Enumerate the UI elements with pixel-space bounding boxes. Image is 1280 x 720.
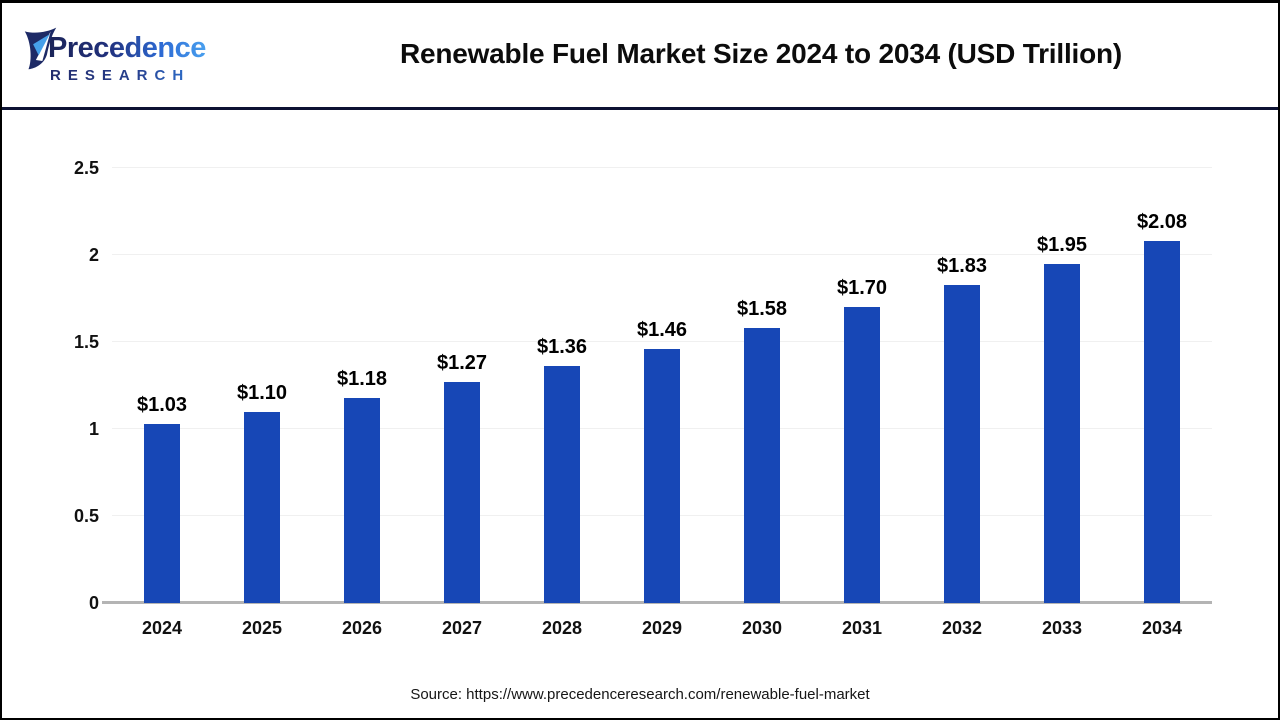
logo-subtitle: RESEARCH — [50, 68, 206, 83]
bar-value-label: $1.18 — [336, 367, 388, 390]
bar-chart: 0 0.5 1 1.5 2 2.5 $1.03 $1.10 $1.18 $1.27 $1.36 $1.… — [74, 142, 1212, 639]
bar-slot: $1.27 — [412, 142, 512, 603]
x-tick-label: 2026 — [341, 618, 383, 638]
gridline — [112, 254, 1212, 255]
logo-text: Precedence RESEARCH — [48, 32, 206, 84]
x-tick-label: 2032 — [941, 618, 983, 638]
y-tick-label: 1.5 — [73, 332, 99, 352]
bar — [544, 366, 580, 603]
bar-value-label: $1.70 — [836, 277, 888, 300]
y-tick-label: 1 — [88, 419, 99, 439]
source-text: Source: https://www.precedenceresearch.c… — [410, 686, 870, 703]
x-tick-label: 2029 — [641, 618, 683, 638]
bar-value-label: $1.10 — [236, 381, 288, 404]
x-tick-label: 2025 — [241, 618, 283, 638]
footer: Source: https://www.precedenceresearch.c… — [2, 686, 1278, 703]
plot-area: 0 0.5 1 1.5 2 2.5 $1.03 $1.10 $1.18 $1.27 $1.36 $1.… — [74, 142, 1212, 612]
bar — [644, 348, 680, 603]
bar — [944, 284, 980, 603]
bar-slot: $1.10 — [212, 142, 312, 603]
bar — [344, 397, 380, 603]
bar-value-label: $1.36 — [536, 336, 588, 359]
x-tick-label: 2027 — [441, 618, 483, 638]
gridline — [112, 341, 1212, 342]
bar — [144, 423, 180, 603]
logo-wordmark: Precedence — [48, 32, 206, 64]
bar-value-label: $1.27 — [436, 352, 488, 375]
bar — [444, 382, 480, 603]
y-tick-label: 0 — [88, 593, 99, 613]
gridline — [112, 167, 1212, 168]
bar — [1144, 241, 1180, 603]
bar-slot: $1.46 — [612, 142, 712, 603]
x-tick-label: 2031 — [841, 618, 883, 638]
bar-value-label: $1.03 — [136, 393, 188, 416]
bar — [244, 411, 280, 603]
header: Precedence RESEARCH Renewable Fuel Marke… — [2, 3, 1278, 105]
x-tick-label: 2030 — [741, 618, 783, 638]
x-axis-labels: 2024 2025 2026 2027 2028 2029 2030 2031 2032 2033… — [112, 618, 1212, 639]
bar-slot: $1.18 — [312, 142, 412, 603]
precedence-research-logo: Precedence RESEARCH — [2, 25, 254, 83]
bar-slot: $1.36 — [512, 142, 612, 603]
bar — [844, 307, 880, 603]
bar-value-label: $2.08 — [1136, 211, 1188, 234]
y-tick-label: 0.5 — [73, 506, 99, 526]
chart-title: Renewable Fuel Market Size 2024 to 2034 … — [399, 38, 1123, 69]
bar-slot: $1.58 — [712, 142, 812, 603]
y-tick-label: 2.5 — [73, 158, 99, 178]
bar — [744, 328, 780, 603]
bar-slot: $1.70 — [812, 142, 912, 603]
x-tick-label: 2024 — [141, 618, 183, 638]
bar-slot: $1.83 — [912, 142, 1012, 603]
y-tick-label: 2 — [88, 245, 99, 265]
leaf-icon — [22, 25, 59, 71]
header-divider — [2, 107, 1278, 110]
bar-value-label: $1.58 — [736, 298, 788, 321]
x-tick-label: 2033 — [1041, 618, 1083, 638]
bar-value-label: $1.83 — [936, 254, 988, 277]
bar — [1044, 263, 1080, 603]
bar-slot: $1.95 — [1012, 142, 1112, 603]
bars-container: $1.03 $1.10 $1.18 $1.27 $1.36 $1.46 $1.58 $1.70… — [112, 142, 1212, 603]
x-tick-label: 2034 — [1141, 618, 1183, 638]
bar-value-label: $1.46 — [636, 318, 688, 341]
bar-slot: $1.03 — [112, 142, 212, 603]
bar-value-label: $1.95 — [1036, 233, 1088, 256]
x-tick-label: 2028 — [541, 618, 583, 638]
bar-slot: $2.08 — [1112, 142, 1212, 603]
